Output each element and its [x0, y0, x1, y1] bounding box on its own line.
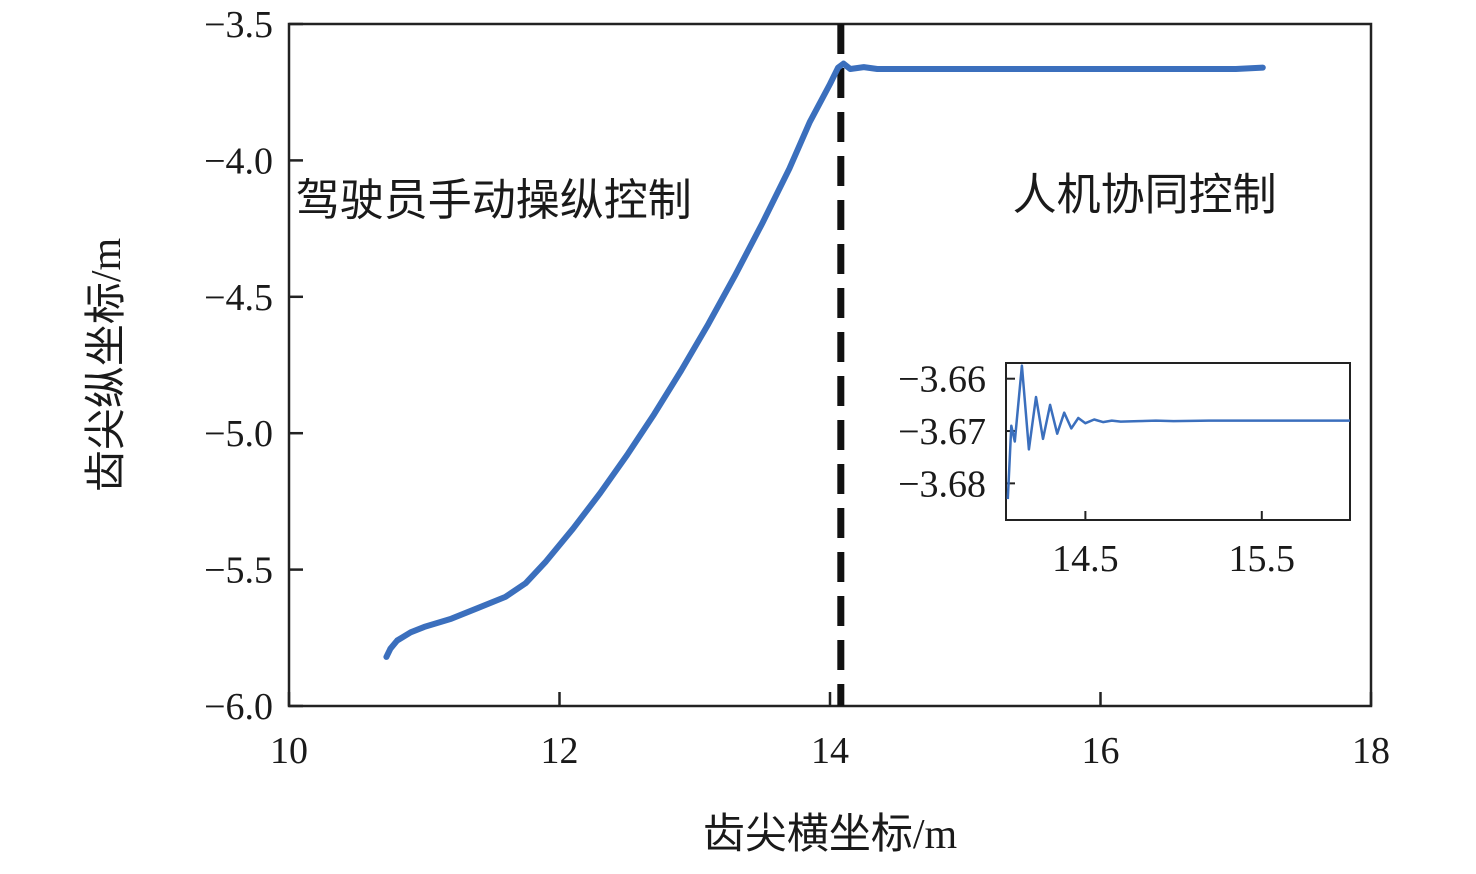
inset-x-tick-label: 15.5 [1229, 538, 1296, 580]
y-tick-label: −4.0 [204, 140, 273, 182]
y-axis-title: 齿尖纵坐标/m [84, 238, 130, 493]
trajectory-line [383, 60, 1266, 660]
inset-y-tick-label: −3.66 [898, 359, 986, 401]
inset-y-tick-label: −3.68 [898, 463, 986, 505]
y-tick-label: −6.0 [204, 686, 273, 728]
inset-y-tick-label: −3.67 [898, 411, 986, 453]
inset-plot: 14.5 15.5 −3.66 −3.67 −3.68 [898, 359, 1351, 580]
x-tick-label: 16 [1082, 730, 1120, 772]
y-tick-label: −5.0 [204, 413, 273, 455]
main-plot: 10 12 14 16 18 −3.5 −4.0 −4.5 −5.0 −5.5 −6.0 齿尖横坐标/… [84, 4, 1390, 858]
x-tick-label: 10 [270, 730, 308, 772]
inset-x-tick-label: 14.5 [1052, 538, 1119, 580]
manual-control-label: 驾驶员手动操纵控制 [296, 176, 692, 225]
y-tick-label: −4.5 [204, 277, 273, 319]
inset-trajectory-line [1006, 364, 1350, 500]
inset-frame [1005, 362, 1351, 521]
y-tick-label: −3.5 [204, 4, 273, 46]
y-tick-label: −5.5 [204, 550, 273, 592]
x-tick-label: 18 [1352, 730, 1390, 772]
x-axis-title: 齿尖横坐标/m [703, 812, 958, 858]
cooperative-control-label: 人机协同控制 [1013, 171, 1277, 220]
x-tick-label: 12 [541, 730, 579, 772]
x-tick-label: 14 [811, 730, 849, 772]
